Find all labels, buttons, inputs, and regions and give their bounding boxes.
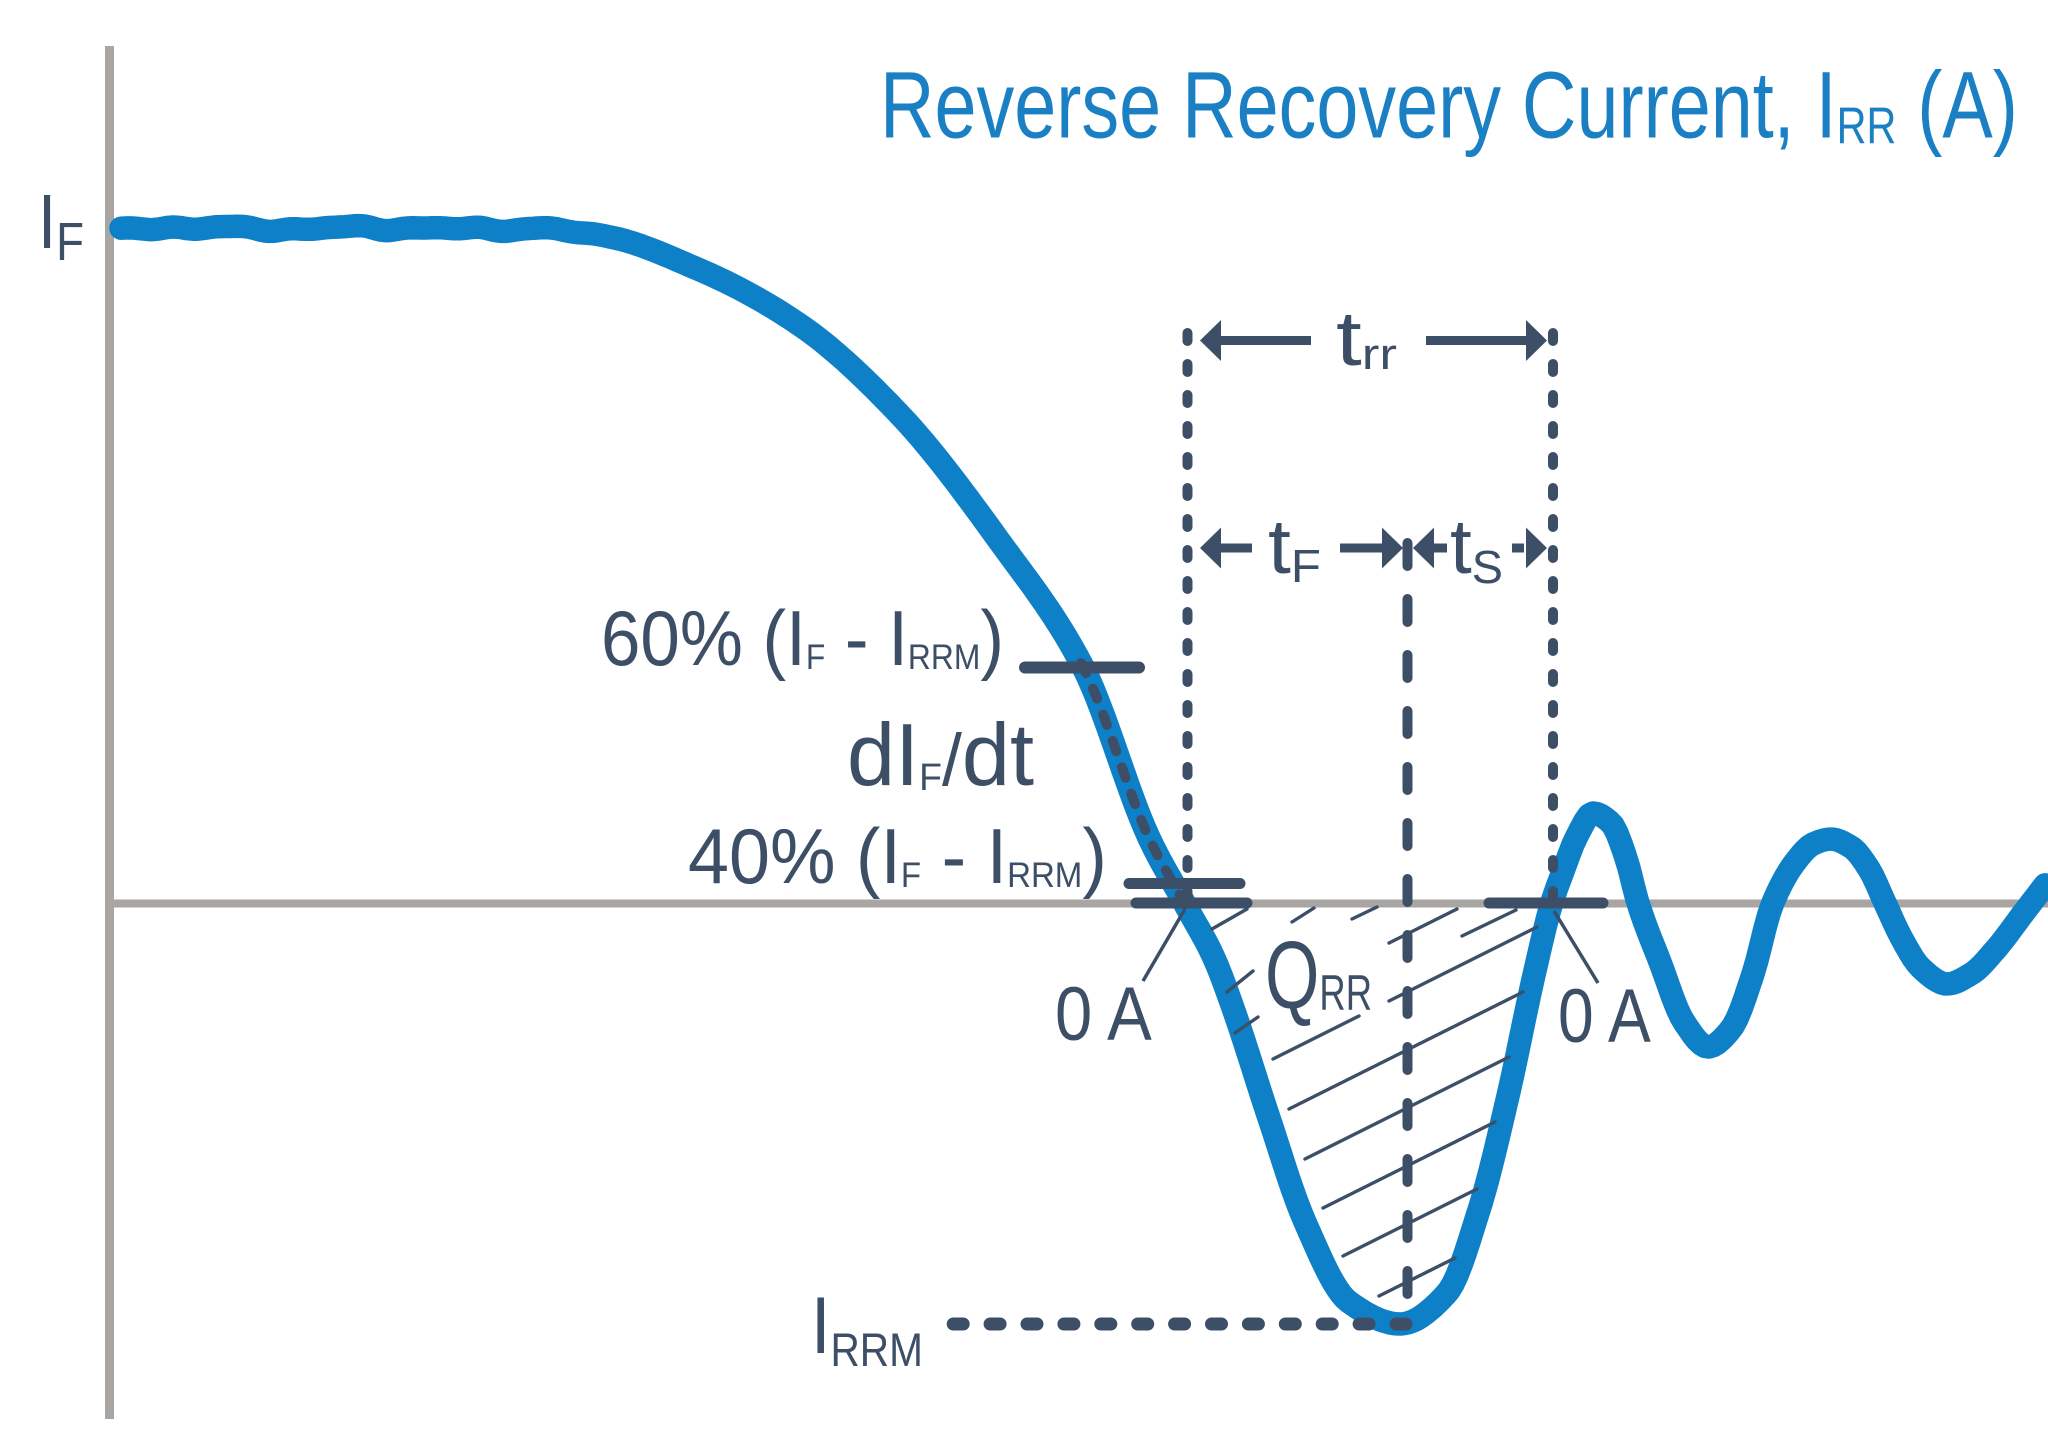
svg-text:60% (IF - IRRM): 60% (IF - IRRM) (601, 595, 1004, 682)
svg-text:0 A: 0 A (1558, 973, 1651, 1058)
svg-text:Reverse Recovery Current, IRR: Reverse Recovery Current, IRR (A) (880, 52, 2018, 158)
svg-text:0 A: 0 A (1055, 972, 1152, 1057)
